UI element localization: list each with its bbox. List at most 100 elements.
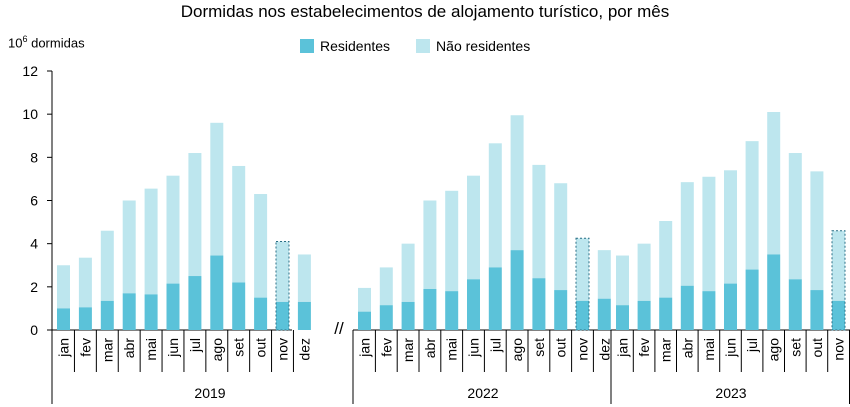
x-tick-label-2022-mar: mar <box>400 338 416 362</box>
bar-residentes-2023-abr <box>680 285 694 330</box>
legend-swatch-nao-residentes <box>416 39 431 53</box>
x-tick-label-2022-jun: jun <box>466 338 482 358</box>
legend-label-residentes: Residentes <box>320 38 391 54</box>
x-tick-label-2022-jan: jan <box>357 338 373 358</box>
bar-residentes-2022-jan <box>358 311 371 330</box>
bar-nao-residentes-2022-ago <box>510 115 524 251</box>
bar-nao-residentes-2022-fev <box>379 267 393 306</box>
x-tick-label-2019-set: set <box>231 338 247 357</box>
x-tick-label-2022-fev: fev <box>378 338 394 357</box>
bar-nao-residentes-2023-nov <box>832 230 845 301</box>
bar-nao-residentes-2022-nov <box>576 238 589 301</box>
legend-swatch-residentes <box>300 39 314 53</box>
bar-residentes-2019-mar <box>100 300 114 330</box>
x-tick-label-2023-nov: nov <box>831 338 847 361</box>
x-tick-label-2023-abr: abr <box>679 338 695 359</box>
bar-residentes-2023-jul <box>745 269 759 330</box>
bar-nao-residentes-2019-jan <box>57 265 70 309</box>
y-tick-label-4: 4 <box>30 236 38 252</box>
bar-residentes-2019-jul <box>188 276 202 330</box>
x-tick-label-2019-abr: abr <box>121 338 137 359</box>
bar-residentes-2019-set <box>232 282 246 330</box>
bar-nao-residentes-2019-jul <box>188 153 202 277</box>
x-tick-label-2023-ago: ago <box>766 338 782 362</box>
bar-residentes-2019-jun <box>166 283 180 330</box>
legend: Residentes Não residentes <box>300 38 530 54</box>
bar-nao-residentes-2019-mar <box>100 230 114 301</box>
bar-nao-residentes-2019-fev <box>78 257 92 308</box>
bar-residentes-2023-ago <box>767 254 781 330</box>
bar-nao-residentes-2023-fev <box>637 243 651 301</box>
bar-nao-residentes-2019-abr <box>122 200 136 294</box>
x-group-label-2022: 2022 <box>467 385 498 401</box>
bar-nao-residentes-2019-set <box>232 165 246 283</box>
y-tick-label-8: 8 <box>30 149 38 165</box>
x-tick-label-2019-dez: dez <box>296 338 312 361</box>
x-tick-label-2022-mai: mai <box>444 338 460 361</box>
bar-residentes-2022-ago <box>510 250 524 330</box>
x-tick-label-2023-out: out <box>809 338 825 358</box>
bar-residentes-2022-set <box>532 278 546 330</box>
x-group-label-2023: 2023 <box>715 385 746 401</box>
bar-nao-residentes-2022-abr <box>423 200 437 289</box>
y-axis-unit-text: dormidas <box>27 35 85 51</box>
bar-residentes-2023-nov <box>832 300 845 330</box>
x-tick-label-2023-jul: jul <box>744 338 760 353</box>
legend-item-nao-residentes: Não residentes <box>416 38 530 54</box>
bar-residentes-2022-jul <box>488 267 502 330</box>
bar-residentes-2019-fev <box>78 307 92 330</box>
bar-nao-residentes-2022-jan <box>358 287 371 312</box>
bar-nao-residentes-2023-jun <box>724 170 737 284</box>
y-axis-unit-label: 106 dormidas <box>8 34 85 50</box>
x-tick-label-2019-mar: mar <box>99 338 115 362</box>
bar-nao-residentes-2023-abr <box>680 182 694 286</box>
x-tick-label-2022-jul: jul <box>487 338 503 353</box>
bar-nao-residentes-2019-nov <box>276 241 289 302</box>
x-tick-label-2022-set: set <box>531 338 547 357</box>
x-tick-label-2022-ago: ago <box>509 338 525 362</box>
bar-nao-residentes-2023-set <box>788 153 802 280</box>
bar-residentes-2019-nov <box>276 301 289 330</box>
x-tick-label-2023-set: set <box>787 338 803 357</box>
bar-nao-residentes-2019-out <box>254 194 268 298</box>
bar-residentes-2022-nov <box>576 300 589 330</box>
x-tick-label-2023-fev: fev <box>636 338 652 357</box>
bar-nao-residentes-2019-dez <box>297 254 311 302</box>
bar-nao-residentes-2023-out <box>810 171 824 291</box>
bar-residentes-2022-dez <box>597 298 611 330</box>
y-tick-label-0: 0 <box>30 322 38 338</box>
y-tick-label-6: 6 <box>30 193 38 209</box>
bar-nao-residentes-2022-dez <box>597 250 611 299</box>
bar-residentes-2022-fev <box>379 305 393 330</box>
bar-nao-residentes-2019-ago <box>210 122 224 256</box>
x-tick-label-2019-jun: jun <box>165 338 181 358</box>
bar-nao-residentes-2023-jan <box>616 255 629 306</box>
bar-nao-residentes-2022-jun <box>467 175 480 280</box>
bar-residentes-2023-jun <box>724 283 737 330</box>
x-tick-label-2023-mar: mar <box>658 338 674 362</box>
chart-title: Dormidas nos estabelecimentos de alojame… <box>180 2 670 21</box>
x-tick-label-2022-abr: abr <box>422 338 438 359</box>
bar-residentes-2022-out <box>554 290 568 330</box>
bar-residentes-2019-ago <box>210 255 224 330</box>
bar-residentes-2019-dez <box>297 301 311 330</box>
y-tick-label-10: 10 <box>22 106 38 122</box>
bar-residentes-2023-set <box>788 279 802 330</box>
bar-residentes-2023-jan <box>616 305 629 330</box>
bar-residentes-2019-mai <box>144 294 158 330</box>
bar-nao-residentes-2022-out <box>554 183 568 291</box>
bar-provisional-outline-2019-nov <box>275 241 290 331</box>
bar-nao-residentes-2023-mar <box>659 221 673 298</box>
legend-label-nao-residentes: Não residentes <box>436 38 531 54</box>
bar-residentes-2019-out <box>254 297 268 330</box>
x-tick-label-2019-ago: ago <box>209 338 225 362</box>
bar-nao-residentes-2022-mar <box>401 243 415 302</box>
y-axis-unit-base: 10 <box>8 35 23 51</box>
x-tick-label-2019-jul: jul <box>187 338 203 353</box>
axis-break-mark: // <box>334 319 344 338</box>
bar-nao-residentes-2019-jun <box>166 175 180 284</box>
y-axis-unit-exponent: 6 <box>22 34 28 44</box>
x-tick-label-2019-mai: mai <box>143 338 159 361</box>
